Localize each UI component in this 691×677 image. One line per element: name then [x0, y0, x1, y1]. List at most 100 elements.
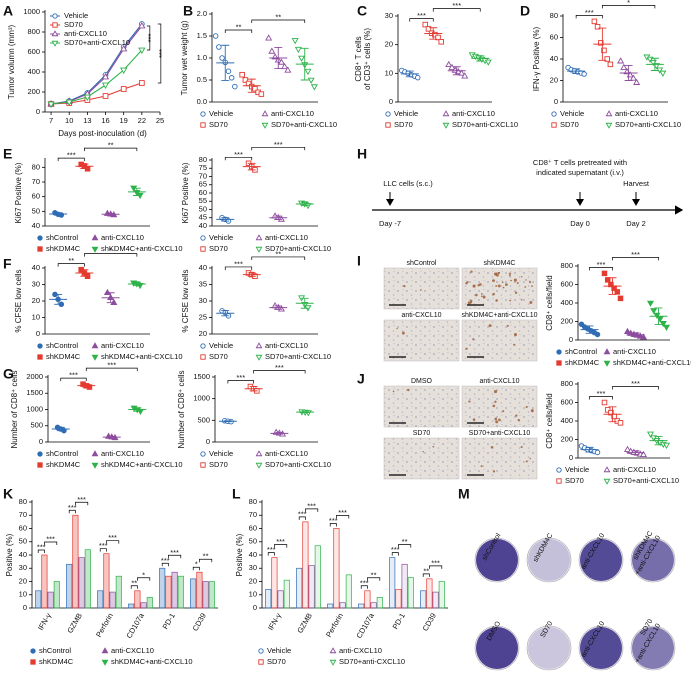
bar: [364, 590, 371, 609]
significance-label: **: [275, 13, 281, 22]
y-tick-label: 80: [32, 162, 40, 171]
legend-label: Vehicle: [209, 449, 233, 458]
data-point: [265, 34, 273, 41]
micrograph-label: SD70: [413, 430, 431, 437]
data-point: [639, 450, 648, 458]
data-point: [591, 18, 598, 25]
legend-marker: [37, 354, 43, 360]
significance-label: ***: [431, 558, 440, 567]
x-tick-label: 7: [49, 116, 53, 125]
legend-label: shKDM4C: [46, 244, 81, 253]
x-tick-label: CD39: [191, 611, 208, 632]
bar: [333, 528, 340, 609]
legend-label: anti-CXCL10: [101, 233, 144, 242]
error-bar: [54, 212, 63, 216]
bar: [53, 581, 60, 609]
panel-letter: J: [357, 371, 365, 387]
micrograph: [383, 267, 460, 310]
legend-marker: [603, 478, 611, 485]
y-tick-label: 0: [389, 97, 393, 106]
stain-dot: [497, 284, 501, 288]
legend-marker: [556, 360, 562, 366]
bar: [345, 574, 352, 609]
stain-dot: [392, 390, 395, 393]
stain-dot: [509, 299, 512, 302]
x-tick-label: 13: [83, 116, 91, 125]
panel-letter: D: [520, 3, 530, 19]
y-tick-label: 70: [249, 510, 257, 519]
x-tick-label: IFN-γ: [266, 611, 283, 632]
y-tick-label: 2000: [26, 372, 43, 381]
data-point: [47, 101, 55, 109]
error-bar: [274, 215, 283, 220]
bar: [202, 581, 209, 609]
significance-label: ***: [234, 150, 243, 159]
bar: [103, 553, 110, 609]
significance-label: **: [236, 23, 242, 32]
legend-label: SD70+anti-CXCL10: [271, 120, 337, 129]
legend-marker: [385, 111, 391, 117]
legend-marker: [255, 342, 263, 349]
y-tick-label: 80: [199, 155, 207, 164]
legend-label: SD70: [560, 120, 579, 129]
y-tick-label: 800: [560, 261, 573, 270]
legend-marker: [51, 30, 59, 37]
stain-dot: [495, 420, 499, 424]
significance-label: *: [627, 0, 630, 7]
y-tick-label: 1500: [26, 388, 43, 397]
data-point: [102, 93, 109, 99]
significance-bracket: [398, 544, 412, 548]
significance-label: **: [402, 537, 408, 546]
y-axis-label: Number of CD8⁺ cells: [177, 370, 186, 448]
error-bar: [106, 292, 115, 304]
legend-label: SD70: [209, 244, 228, 253]
stain-dot: [496, 273, 499, 277]
panel-letter: A: [3, 3, 13, 19]
stain-dot: [403, 284, 406, 288]
x-axis-label: Days post-inoculation (d): [58, 129, 147, 138]
significance-label: ***: [452, 1, 461, 10]
significance-label: **: [275, 249, 281, 258]
error-bar: [585, 325, 594, 334]
stain-dot: [422, 450, 425, 453]
legend-marker: [329, 647, 337, 654]
significance-label: ***: [298, 509, 307, 518]
y-tick-label: 40: [249, 550, 257, 559]
error-bar: [650, 57, 659, 71]
legend-marker: [37, 246, 43, 252]
significance-label: ***: [360, 578, 369, 587]
legend-label: SD70+anti-CXCL10: [615, 120, 681, 129]
legend-marker: [556, 478, 562, 484]
y-axis-label: Tumor wet weight (g): [180, 20, 189, 95]
legend-marker: [200, 451, 206, 457]
x-tick-label: GZMB: [295, 611, 314, 634]
legend-marker: [442, 110, 450, 117]
data-point: [594, 24, 601, 30]
x-tick-label: CD107a: [354, 611, 376, 640]
significance-bracket: [251, 256, 306, 260]
bar: [47, 591, 54, 609]
y-tick-label: 70: [199, 171, 207, 180]
y-axis-label: Ki67 Positive (%): [181, 162, 190, 223]
error-bar: [631, 332, 640, 338]
legend-marker: [255, 354, 263, 361]
bar: [370, 602, 377, 609]
legend-marker: [37, 343, 43, 349]
significance-bracket: [137, 577, 151, 581]
data-point: [228, 75, 235, 81]
significance-label: ***: [107, 361, 116, 370]
legend-label: Vehicle: [565, 465, 589, 474]
y-tick-label: 600: [560, 397, 573, 406]
panel-letter: K: [3, 486, 13, 502]
error-bar: [132, 187, 141, 196]
panel-letter: F: [3, 256, 12, 272]
bar: [283, 579, 290, 609]
data-point: [659, 70, 667, 77]
legend-marker: [255, 450, 263, 457]
data-point: [138, 47, 146, 55]
legend-marker: [556, 349, 562, 355]
legend-marker: [200, 122, 206, 128]
data-point: [650, 308, 658, 315]
significance-bracket: [168, 554, 182, 559]
stain-dot: [510, 279, 512, 282]
